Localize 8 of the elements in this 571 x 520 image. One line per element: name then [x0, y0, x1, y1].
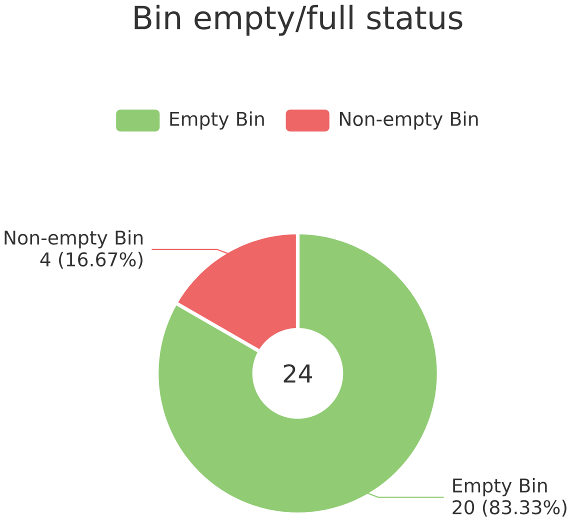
- legend-label: Non-empty Bin: [340, 112, 478, 130]
- data-label: 20 (83.33%): [452, 500, 566, 517]
- slice-label: Empty Bin: [453, 478, 547, 496]
- legend-label: Empty Bin: [170, 112, 264, 130]
- chart-title: Bin empty/full status: [134, 5, 462, 36]
- data-label: 4 (16.67%): [40, 252, 142, 269]
- slice-label: Non-empty Bin: [4, 230, 143, 249]
- text: 24: [284, 364, 312, 383]
